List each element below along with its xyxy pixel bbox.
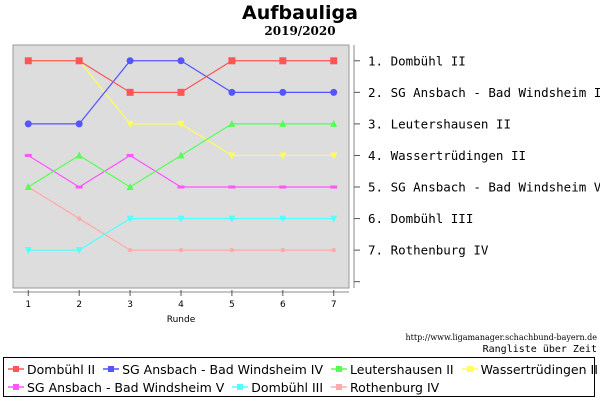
data-point [24,153,32,157]
data-point [75,185,83,189]
data-point [127,247,133,253]
data-point [75,247,83,255]
rank-label: 1. Dombühl II [368,53,466,68]
ranking-line-chart: 1 2 3 4 5 6 7 Runde 1. Dombühl II 2. SG Ansbach -… [12,44,600,325]
data-point [330,152,338,160]
legend-label: Wassertrüdingen II [480,361,598,377]
data-point [75,57,83,65]
legend-swatch [8,384,24,390]
legend-item: Wassertrüdingen II [461,361,598,377]
legend-item: SG Ansbach - Bad Windsheim IV [103,362,323,377]
legend-marker [108,366,115,372]
legend-label: Rothenburg IV [350,379,440,395]
data-point [126,153,134,157]
legend-swatch [8,366,24,372]
legend-item: Dombühl II [8,362,95,377]
legend-label: SG Ansbach - Bad Windsheim V [27,379,225,395]
x-tick-label: 5 [229,300,235,310]
legend: Dombühl II SG Ansbach - Bad Windsheim IV L… [3,357,598,397]
x-tick-label: 7 [331,300,337,310]
rank-label: 3. Leutershausen II [368,116,511,131]
x-tick-label: 3 [127,300,133,310]
rank-label: 7. Rothenburg IV [368,243,489,258]
data-point [177,215,185,223]
data-point [228,57,236,65]
data-point [177,57,185,65]
data-point [228,152,236,160]
data-point [280,247,286,253]
data-point [228,88,236,96]
data-point [24,120,32,128]
rank-label: 6. Dombühl III [368,211,473,226]
legend-swatch [331,384,348,390]
data-point [229,247,235,253]
legend-label: Dombühl II [27,361,96,377]
data-point [330,88,338,96]
legend-row: SG Ansbach - Bad Windsheim V Dombühl III R… [8,378,447,396]
rank-label: 5. SG Ansbach - Bad Windsheim V [368,180,600,195]
legend-marker [336,384,343,390]
x-axis-label: Runde [167,315,196,325]
data-point [76,216,82,221]
legend-swatch [331,366,348,372]
data-point [177,185,185,189]
legend-marker [336,366,343,372]
legend-item: SG Ansbach - Bad Windsheim V [8,380,224,395]
data-point [75,151,83,159]
x-tick-label: 6 [280,300,286,310]
legend-marker [466,366,473,372]
legend-marker [13,366,19,372]
data-point [228,215,236,223]
legend-label: SG Ansbach - Bad Windsheim IV [122,361,324,377]
data-point [178,247,184,253]
legend-swatch [461,366,478,372]
source-url[interactable]: http://www.ligamanager.schachbund-bayern… [405,333,597,342]
data-point [126,183,134,191]
data-point [177,151,185,159]
data-point [279,152,287,160]
data-point [177,88,185,96]
data-point [330,215,338,223]
legend-item: Dombühl III [232,380,323,395]
data-point [75,120,83,128]
data-point [279,57,287,65]
data-point [279,88,287,96]
legend-swatch [232,384,249,390]
data-point [24,57,32,65]
legend-label: Leutershausen II [350,361,454,377]
plot-area [12,44,350,289]
legend-item: Leutershausen II [331,362,454,377]
data-point [228,185,236,189]
rank-label: 4. Wassertrüdingen II [368,148,526,163]
data-point [24,247,32,255]
data-point [279,185,287,189]
data-point [24,183,32,191]
data-point [330,119,338,127]
legend-marker [13,384,19,390]
chart-caption: Rangliste über Zeit [482,344,597,355]
data-point [177,120,185,128]
data-point [331,247,336,253]
legend-row: Dombühl II SG Ansbach - Bad Windsheim IV L… [8,360,600,378]
x-tick-label: 4 [178,300,184,310]
data-point [279,119,287,127]
chart-title: Aufbauliga [242,2,358,24]
data-point [330,57,338,65]
data-point [330,185,338,189]
data-point [126,57,134,65]
chart-subtitle: 2019/2020 [264,24,336,38]
x-tick-label: 1 [25,300,31,310]
legend-item: Rothenburg IV [331,380,439,395]
data-point [126,88,134,96]
legend-swatch [103,366,120,372]
legend-label: Dombühl III [251,379,324,395]
x-tick-label: 2 [76,300,82,310]
legend-marker [237,384,244,390]
data-point [228,119,236,127]
data-point [126,120,134,128]
rank-label: 2. SG Ansbach - Bad Windsheim IV [368,85,600,100]
data-point [279,215,287,223]
data-point [126,215,134,223]
